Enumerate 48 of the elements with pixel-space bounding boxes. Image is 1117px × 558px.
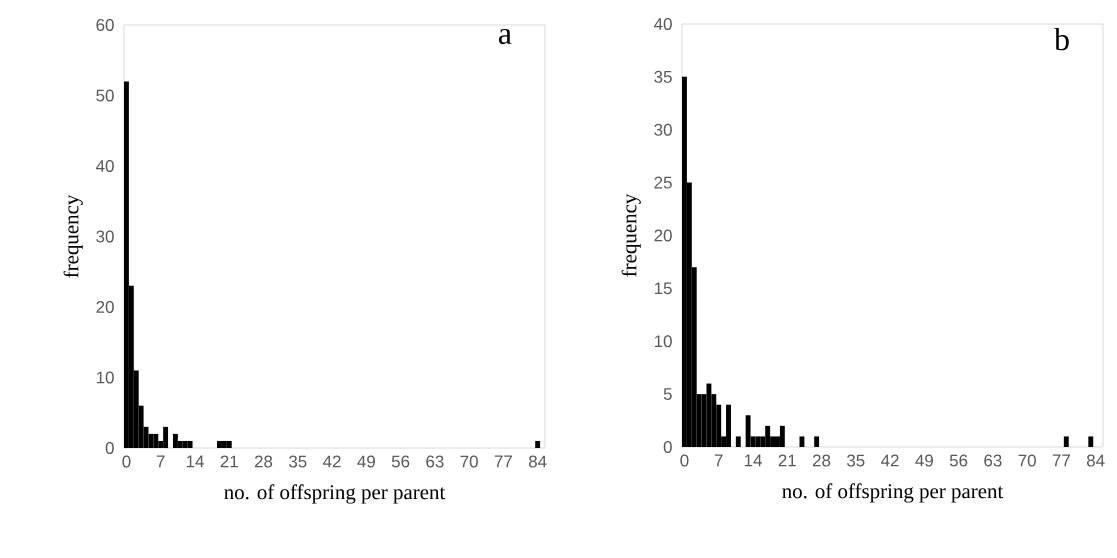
x-tick-label: 0 [680,454,689,467]
x-tick-label: 14 [186,455,204,468]
x-tick-label: 77 [1052,454,1070,467]
chart-title: b [1054,27,1069,51]
x-tick-label: 21 [778,454,796,467]
x-tick-label: 42 [881,454,899,467]
x-tick-label: 84 [528,455,547,468]
x-tick-label: 35 [847,454,865,467]
chart-title: a [498,28,512,45]
y-tick-label: 10 [654,335,672,348]
y-tick-label: 0 [105,442,114,454]
x-tick-label: 35 [289,455,307,468]
y-tick-label: 60 [96,19,114,31]
x-tick-label: 84 [1086,454,1105,467]
y-tick-label: 50 [96,89,114,102]
x-tick-label: 56 [391,455,410,468]
y-tick-label: 30 [96,230,114,243]
x-tick-label: 49 [357,455,375,468]
y-tick-label: 30 [654,123,672,136]
x-tick-label: 7 [714,454,723,467]
x-tick-label: 28 [812,454,831,467]
x-tick-label: 7 [156,455,165,468]
x-tick-label: 21 [220,455,238,468]
y-tick-label: 40 [654,18,672,30]
y-tick-label: 25 [654,176,672,189]
x-tick-label: 42 [323,455,341,468]
y-tick-label: 5 [663,388,672,401]
x-axis-title: no. of offspring per parent [224,484,446,504]
x-tick-label: 77 [494,455,512,468]
x-tick-label: 14 [744,454,762,467]
y-tick-label: 15 [654,282,672,295]
y-tick-label: 35 [654,70,672,83]
y-tick-label: 0 [663,441,672,453]
y-tick-label: 40 [96,160,114,172]
x-tick-label: 28 [254,455,273,468]
y-axis-title: frequency [621,193,641,277]
x-tick-label: 63 [984,454,1002,467]
y-tick-label: 20 [96,301,114,313]
x-tick-label: 56 [949,454,968,467]
y-axis-title: frequency [63,194,83,278]
x-tick-label: 70 [460,455,478,468]
x-tick-label: 63 [426,455,444,468]
x-tick-label: 0 [122,455,131,468]
x-axis-title: no. of offspring per parent [782,483,1004,503]
x-tick-label: 49 [915,454,933,467]
x-tick-label: 70 [1018,454,1036,467]
y-tick-label: 10 [96,371,114,384]
y-tick-label: 20 [654,229,672,242]
